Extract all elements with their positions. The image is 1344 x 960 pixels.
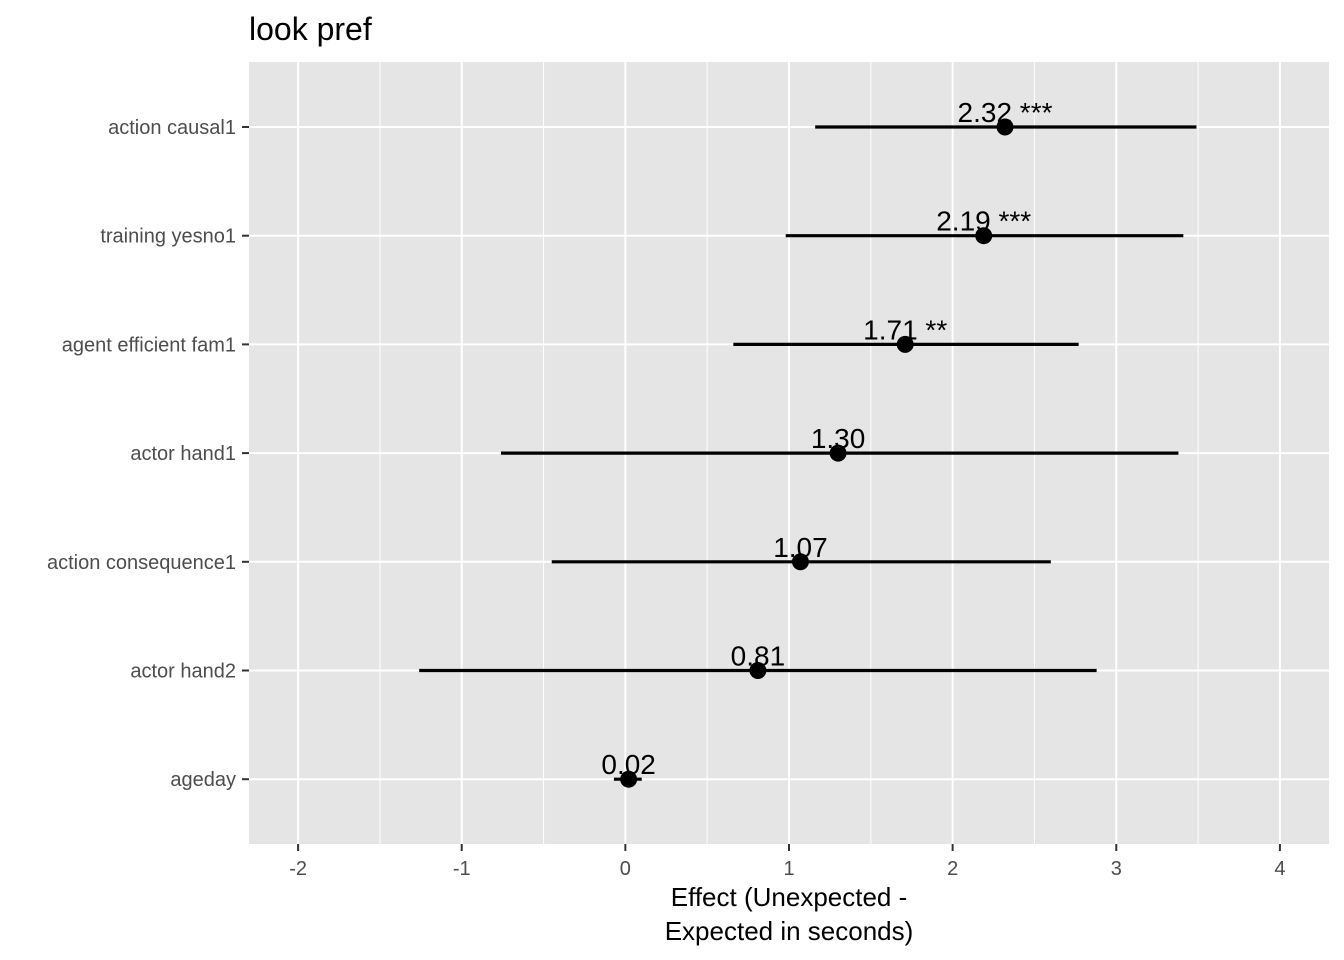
point-estimate bbox=[791, 553, 809, 571]
point-estimate bbox=[620, 770, 638, 788]
point-estimate bbox=[829, 444, 847, 462]
x-axis-title-line-1: Effect (Unexpected - bbox=[671, 882, 908, 912]
y-tick-label: actor hand1 bbox=[130, 443, 236, 465]
x-tick-label: 2 bbox=[947, 858, 958, 880]
x-tick-label: 0 bbox=[620, 858, 631, 880]
x-axis-title-line-2: Expected in seconds) bbox=[665, 916, 914, 946]
point-estimate bbox=[996, 118, 1014, 136]
y-tick-label: ageday bbox=[170, 769, 236, 791]
estimate-label: 1.71 ** bbox=[863, 314, 947, 345]
y-axis: action causal1 training yesno1 agent effic… bbox=[47, 117, 249, 791]
x-axis: -2 -1 0 1 2 3 4 bbox=[289, 844, 1285, 880]
y-tick-label: action causal1 bbox=[108, 117, 236, 139]
estimate-label: 2.19 *** bbox=[936, 206, 1031, 237]
estimate-label: 2.32 *** bbox=[958, 97, 1053, 128]
point-estimate bbox=[896, 335, 914, 353]
y-tick-label: action consequence1 bbox=[47, 552, 236, 574]
point-estimates bbox=[620, 118, 1014, 788]
estimate-label: 0.81 bbox=[731, 641, 786, 672]
x-tick-label: 3 bbox=[1111, 858, 1122, 880]
x-tick-label: 4 bbox=[1274, 858, 1285, 880]
y-tick-label: actor hand2 bbox=[130, 661, 236, 683]
x-tick-label: -2 bbox=[289, 858, 307, 880]
point-estimate bbox=[749, 662, 767, 679]
chart-title: look pref bbox=[249, 11, 372, 47]
estimate-label: 1.07 bbox=[773, 532, 828, 563]
estimate-label: 1.30 bbox=[811, 423, 866, 454]
y-tick-label: training yesno1 bbox=[100, 226, 236, 248]
estimate-label: 0.02 bbox=[601, 749, 656, 780]
y-tick-label: agent efficient fam1 bbox=[62, 334, 236, 356]
x-tick-label: 1 bbox=[783, 858, 794, 880]
point-estimate bbox=[975, 227, 993, 245]
x-tick-label: -1 bbox=[453, 858, 471, 880]
estimate-labels: 2.32 *** 2.19 *** 1.71 ** 1.30 1.07 0.81 0.02 bbox=[601, 97, 1052, 780]
